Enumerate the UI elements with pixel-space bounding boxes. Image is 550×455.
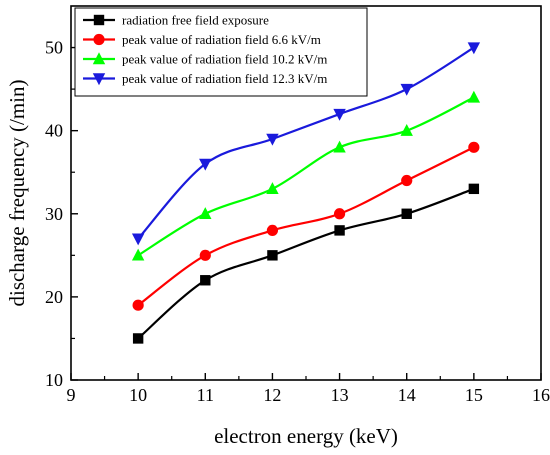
- data-point: [468, 91, 480, 103]
- x-axis-ticks: 9 10 11 12 13 14 15 16: [67, 373, 550, 405]
- legend-label: radiation free field exposure: [122, 13, 269, 28]
- legend-label: peak value of radiation field 12.3 kV/m: [122, 71, 327, 86]
- legend-label: peak value of radiation field 6.6 kV/m: [122, 32, 321, 47]
- x-tick-label: 14: [398, 385, 416, 405]
- data-point: [132, 234, 144, 246]
- x-tick-label: 12: [263, 385, 281, 405]
- series-line: [138, 97, 474, 255]
- data-point: [468, 42, 480, 54]
- legend-marker: [94, 15, 104, 25]
- legend-marker: [93, 34, 104, 45]
- data-point: [334, 208, 345, 219]
- data-point: [468, 142, 479, 153]
- data-point: [200, 275, 210, 285]
- x-tick-label: 11: [197, 385, 214, 405]
- data-point: [334, 225, 344, 235]
- legend: radiation free field exposure peak value …: [75, 8, 367, 96]
- data-point: [200, 250, 211, 261]
- data-point: [199, 207, 211, 219]
- data-point: [402, 209, 412, 219]
- x-tick-label: 13: [331, 385, 349, 405]
- data-point: [266, 182, 278, 194]
- series-1: [133, 184, 479, 344]
- data-point: [469, 184, 479, 194]
- y-tick-label: 10: [45, 370, 63, 390]
- y-tick-label: 40: [45, 121, 63, 141]
- data-point: [267, 250, 277, 260]
- data-point: [401, 84, 413, 96]
- x-tick-label: 15: [465, 385, 483, 405]
- series-line: [138, 189, 474, 339]
- x-tick-label: 10: [129, 385, 147, 405]
- data-point: [132, 249, 144, 261]
- y-axis-ticks: 10 20 30 40 50: [45, 38, 78, 390]
- series-line: [138, 147, 474, 305]
- x-tick-label: 9: [67, 385, 76, 405]
- data-point: [133, 300, 144, 311]
- y-tick-label: 20: [45, 287, 63, 307]
- x-axis-title: electron energy (keV): [214, 424, 398, 448]
- legend-label: peak value of radiation field 10.2 kV/m: [122, 52, 327, 67]
- y-axis-title: discharge frequency (/min): [5, 79, 29, 306]
- y-tick-label: 30: [45, 204, 63, 224]
- y-tick-label: 50: [45, 38, 63, 58]
- x-tick-label: 16: [532, 385, 550, 405]
- data-point: [401, 175, 412, 186]
- data-point: [267, 225, 278, 236]
- data-point: [133, 333, 143, 343]
- series-3: [132, 91, 480, 261]
